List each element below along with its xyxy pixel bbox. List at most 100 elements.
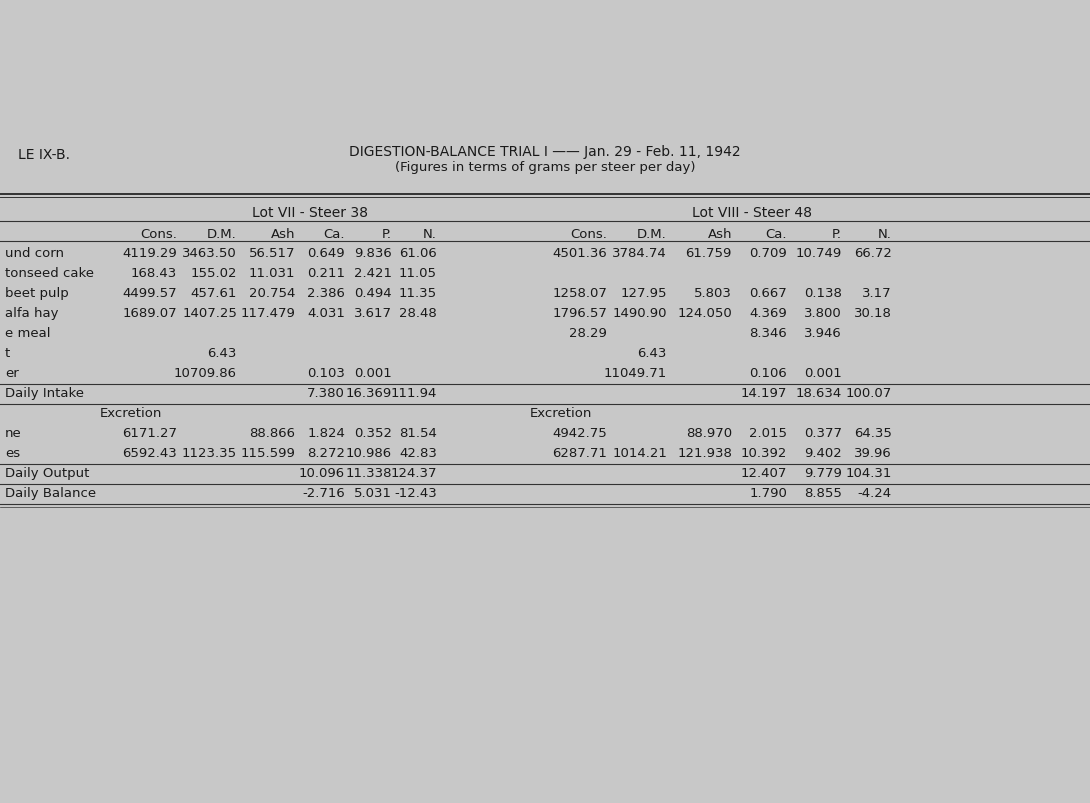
- Text: 16.369: 16.369: [346, 386, 392, 400]
- Text: 111.94: 111.94: [390, 386, 437, 400]
- Text: -4.24: -4.24: [858, 487, 892, 499]
- Text: 42.83: 42.83: [399, 446, 437, 459]
- Text: 66.72: 66.72: [855, 247, 892, 259]
- Text: 2.386: 2.386: [307, 287, 346, 300]
- Text: 3784.74: 3784.74: [613, 247, 667, 259]
- Text: Ash: Ash: [270, 228, 295, 241]
- Text: 10.096: 10.096: [299, 467, 346, 479]
- Text: 1123.35: 1123.35: [182, 446, 237, 459]
- Text: 6592.43: 6592.43: [122, 446, 177, 459]
- Text: 11049.71: 11049.71: [604, 366, 667, 380]
- Text: und corn: und corn: [5, 247, 64, 259]
- Text: 3.800: 3.800: [804, 307, 841, 320]
- Text: -12.43: -12.43: [395, 487, 437, 499]
- Text: 10.749: 10.749: [796, 247, 841, 259]
- Text: 0.667: 0.667: [749, 287, 787, 300]
- Text: er: er: [5, 366, 19, 380]
- Text: 0.211: 0.211: [307, 267, 346, 279]
- Text: 39.96: 39.96: [855, 446, 892, 459]
- Text: es: es: [5, 446, 20, 459]
- Text: 3.17: 3.17: [862, 287, 892, 300]
- Text: 4501.36: 4501.36: [553, 247, 607, 259]
- Text: 1796.57: 1796.57: [553, 307, 607, 320]
- Text: Cons.: Cons.: [570, 228, 607, 241]
- Text: Ca.: Ca.: [765, 228, 787, 241]
- Text: Daily Intake: Daily Intake: [5, 386, 84, 400]
- Text: LE IX-B.: LE IX-B.: [19, 148, 70, 161]
- Text: 0.649: 0.649: [307, 247, 346, 259]
- Text: Lot VIII - Steer 48: Lot VIII - Steer 48: [692, 206, 812, 220]
- Text: 5.803: 5.803: [694, 287, 732, 300]
- Text: 9.779: 9.779: [804, 467, 841, 479]
- Text: 12.407: 12.407: [740, 467, 787, 479]
- Text: 121.938: 121.938: [677, 446, 732, 459]
- Text: 88.970: 88.970: [686, 426, 732, 439]
- Text: 11.35: 11.35: [399, 287, 437, 300]
- Text: 1014.21: 1014.21: [613, 446, 667, 459]
- Text: 9.402: 9.402: [804, 446, 841, 459]
- Text: tonseed cake: tonseed cake: [5, 267, 94, 279]
- Text: 61.759: 61.759: [686, 247, 732, 259]
- Text: 117.479: 117.479: [240, 307, 295, 320]
- Text: 3.617: 3.617: [354, 307, 392, 320]
- Text: 0.138: 0.138: [804, 287, 841, 300]
- Text: 14.197: 14.197: [740, 386, 787, 400]
- Text: 5.031: 5.031: [354, 487, 392, 499]
- Text: alfa hay: alfa hay: [5, 307, 59, 320]
- Text: 4.369: 4.369: [749, 307, 787, 320]
- Text: Lot VII - Steer 38: Lot VII - Steer 38: [252, 206, 368, 220]
- Text: 11.05: 11.05: [399, 267, 437, 279]
- Text: 81.54: 81.54: [399, 426, 437, 439]
- Text: 8.346: 8.346: [749, 327, 787, 340]
- Text: 6287.71: 6287.71: [553, 446, 607, 459]
- Text: 8.272: 8.272: [307, 446, 346, 459]
- Text: 1.824: 1.824: [307, 426, 346, 439]
- Text: 1.790: 1.790: [749, 487, 787, 499]
- Text: 8.855: 8.855: [804, 487, 841, 499]
- Text: 4942.75: 4942.75: [553, 426, 607, 439]
- Text: 115.599: 115.599: [240, 446, 295, 459]
- Text: 127.95: 127.95: [620, 287, 667, 300]
- Text: 61.06: 61.06: [399, 247, 437, 259]
- Text: 10709.86: 10709.86: [174, 366, 237, 380]
- Text: Daily Output: Daily Output: [5, 467, 89, 479]
- Text: 100.07: 100.07: [846, 386, 892, 400]
- Text: 0.352: 0.352: [354, 426, 392, 439]
- Text: 0.001: 0.001: [354, 366, 392, 380]
- Text: 124.050: 124.050: [677, 307, 732, 320]
- Text: 56.517: 56.517: [249, 247, 295, 259]
- Text: 1490.90: 1490.90: [613, 307, 667, 320]
- Text: 10.392: 10.392: [740, 446, 787, 459]
- Text: 457.61: 457.61: [191, 287, 237, 300]
- Text: DIGESTION-BALANCE TRIAL I —— Jan. 29 - Feb. 11, 1942: DIGESTION-BALANCE TRIAL I —— Jan. 29 - F…: [349, 145, 741, 159]
- Text: 28.48: 28.48: [399, 307, 437, 320]
- Text: 6.43: 6.43: [207, 347, 237, 360]
- Text: t: t: [5, 347, 10, 360]
- Text: 4499.57: 4499.57: [122, 287, 177, 300]
- Text: 104.31: 104.31: [846, 467, 892, 479]
- Text: 0.103: 0.103: [307, 366, 346, 380]
- Text: 1689.07: 1689.07: [122, 307, 177, 320]
- Text: 10.986: 10.986: [346, 446, 392, 459]
- Text: Excretion: Excretion: [530, 406, 592, 419]
- Text: 0.494: 0.494: [354, 287, 392, 300]
- Text: 1258.07: 1258.07: [553, 287, 607, 300]
- Text: P.: P.: [382, 228, 392, 241]
- Text: Excretion: Excretion: [100, 406, 162, 419]
- Text: 4.031: 4.031: [307, 307, 346, 320]
- Text: 124.37: 124.37: [390, 467, 437, 479]
- Text: 11.031: 11.031: [249, 267, 295, 279]
- Text: 3.946: 3.946: [804, 327, 841, 340]
- Text: 2.015: 2.015: [749, 426, 787, 439]
- Text: 18.634: 18.634: [796, 386, 841, 400]
- Text: 0.377: 0.377: [804, 426, 841, 439]
- Text: 20.754: 20.754: [249, 287, 295, 300]
- Text: 3463.50: 3463.50: [182, 247, 237, 259]
- Text: 28.29: 28.29: [569, 327, 607, 340]
- Text: e meal: e meal: [5, 327, 50, 340]
- Text: 0.709: 0.709: [749, 247, 787, 259]
- Text: D.M.: D.M.: [207, 228, 237, 241]
- Text: 7.380: 7.380: [307, 386, 346, 400]
- Text: Ca.: Ca.: [324, 228, 346, 241]
- Text: 6.43: 6.43: [638, 347, 667, 360]
